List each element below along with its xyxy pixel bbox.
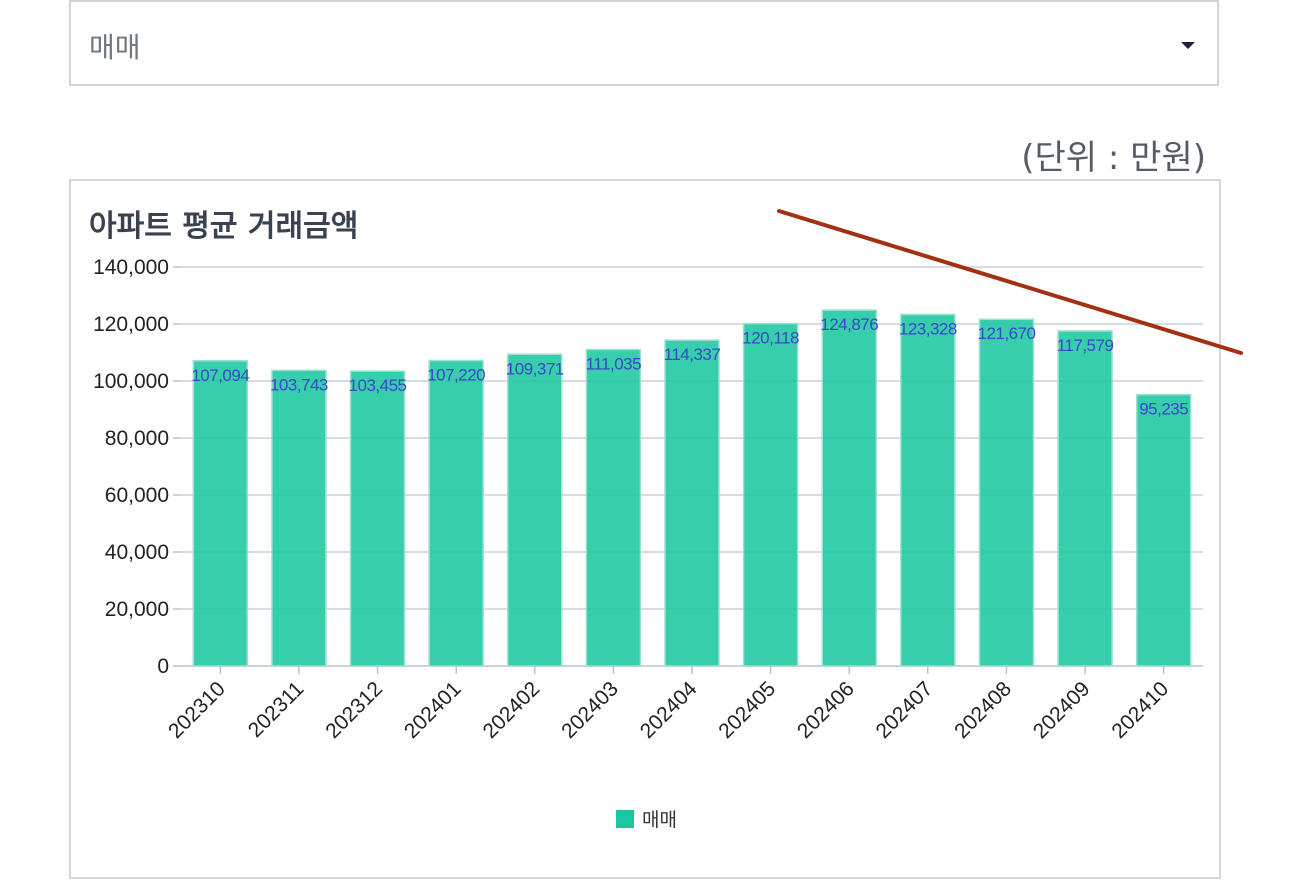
bar (900, 313, 956, 667)
data-label: 103,455 (349, 376, 407, 395)
legend-swatch (616, 809, 634, 828)
data-label: 107,220 (427, 365, 485, 384)
y-tick-label: 80,000 (105, 427, 169, 450)
bar (821, 309, 877, 667)
data-label: 123,328 (899, 320, 957, 339)
bar (585, 348, 642, 667)
annotation-trend-line (777, 209, 1243, 355)
deal-type-select[interactable]: 매매 (69, 0, 1219, 86)
x-tick-label: 202409 (1029, 677, 1095, 743)
chart-container: 아파트 평균 거래금액 0 20,000 40,000 60,000 80,000 100… (69, 179, 1243, 879)
unit-note: (단위 : 만원) (1021, 138, 1206, 178)
bar (742, 322, 799, 667)
y-tick-label: 100,000 (93, 370, 169, 393)
x-tick-label: 202401 (400, 677, 466, 743)
deal-type-select-value: 매매 (89, 31, 141, 64)
x-tick-label: 202406 (793, 677, 859, 743)
x-tick-label: 202312 (321, 677, 387, 743)
data-label: 103,743 (270, 375, 328, 394)
bar (428, 359, 484, 667)
y-tick-label: 20,000 (105, 598, 169, 621)
y-tick-label: 60,000 (105, 484, 169, 507)
x-tick-label: 202410 (1107, 677, 1173, 743)
bar (192, 360, 249, 667)
data-label: 117,579 (1057, 336, 1114, 355)
x-tick-label: 202407 (872, 677, 938, 743)
data-label: 107,094 (191, 366, 249, 385)
bar (664, 339, 720, 667)
data-label: 114,337 (664, 345, 721, 364)
bar (1135, 393, 1192, 667)
chart-title: 아파트 평균 거래금액 (89, 209, 359, 244)
x-tick-label: 202403 (557, 677, 623, 743)
data-label: 124,876 (820, 315, 878, 334)
legend[interactable]: 매매 (616, 805, 677, 832)
x-tick-label: 202408 (950, 677, 1016, 743)
x-tick-label: 202310 (164, 677, 230, 743)
data-label: 120,118 (742, 329, 799, 348)
legend-label: 매매 (642, 809, 677, 831)
y-tick-label: 120,000 (93, 313, 169, 336)
data-label: 121,670 (977, 324, 1035, 343)
y-tick-label: 40,000 (105, 541, 169, 564)
x-tick-label: 202402 (478, 677, 544, 743)
data-label: 111,035 (586, 355, 641, 374)
x-tick-label: 202311 (244, 677, 309, 742)
x-tick-label: 202405 (714, 677, 780, 743)
caret-down-icon (1181, 42, 1195, 49)
y-tick-label: 0 (157, 655, 169, 678)
bar (271, 369, 327, 667)
bar (349, 370, 406, 667)
data-label: 109,371 (506, 359, 564, 378)
x-tick-label: 202404 (636, 677, 702, 743)
data-label: 95,235 (1139, 400, 1188, 419)
bar (978, 318, 1035, 667)
bar (507, 353, 563, 667)
y-tick-label: 140,000 (93, 256, 169, 279)
bar (1057, 330, 1113, 667)
bar-chart: 0 20,000 40,000 60,000 80,000 100,000 120,000 1… (93, 209, 1243, 743)
